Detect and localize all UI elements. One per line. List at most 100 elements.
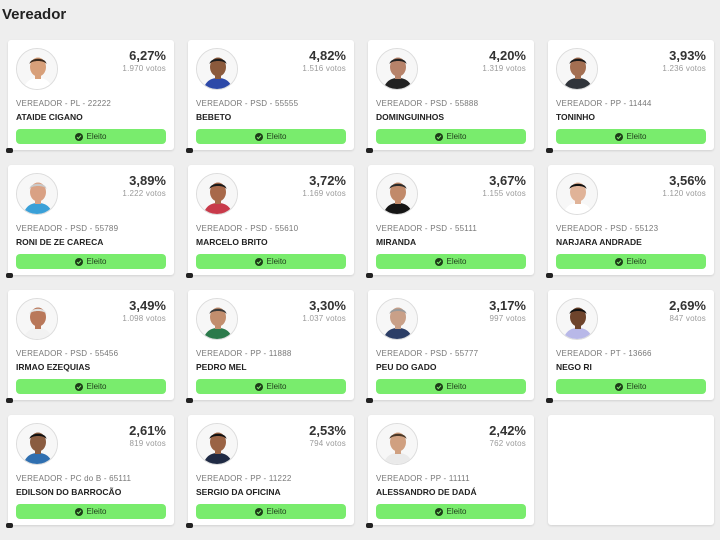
candidate-card[interactable]: 3,89% 1.222 votos VEREADOR - PSD - 55789… (6, 165, 174, 278)
candidate-avatar (16, 298, 58, 340)
vote-percentage: 3,93% (669, 48, 706, 63)
candidate-name: SERGIO DA OFICINA (196, 487, 281, 497)
check-circle-icon (435, 507, 444, 516)
status-label: Eleito (86, 382, 107, 391)
candidate-card[interactable]: 4,82% 1.516 votos VEREADOR - PSD - 55555… (186, 40, 354, 153)
candidate-avatar (16, 48, 58, 90)
candidate-office-party-number: VEREADOR - PL - 22222 (16, 99, 112, 108)
status-label: Eleito (626, 132, 647, 141)
card-corner-marker (186, 273, 193, 278)
check-circle-icon (615, 257, 624, 266)
card-corner-marker (366, 398, 373, 403)
candidate-card[interactable]: 2,61% 819 votos VEREADOR - PC do B - 651… (6, 415, 174, 528)
candidate-card[interactable]: 2,69% 847 votos VEREADOR - PT - 13666 NE… (546, 290, 714, 403)
candidate-office-party-number: VEREADOR - PSD - 55123 (556, 224, 659, 233)
card-corner-marker (186, 523, 193, 528)
status-label: Eleito (266, 382, 287, 391)
candidate-name: MARCELO BRITO (196, 237, 268, 247)
vote-count: 762 votos (489, 439, 526, 448)
check-circle-icon (435, 257, 444, 266)
check-circle-icon (75, 507, 84, 516)
vote-percentage: 3,67% (489, 173, 526, 188)
candidate-office-party-number: VEREADOR - PSD - 55456 (16, 349, 119, 358)
status-label: Eleito (446, 257, 467, 266)
candidate-name: ATAIDE CIGANO (16, 112, 83, 122)
card-corner-marker (6, 398, 13, 403)
vote-count: 1.120 votos (662, 189, 706, 198)
vote-percentage: 2,53% (309, 423, 346, 438)
check-circle-icon (615, 132, 624, 141)
candidate-card[interactable]: 6,27% 1.970 votos VEREADOR - PL - 22222 … (6, 40, 174, 153)
elected-status-badge: Eleito (376, 379, 526, 394)
candidate-avatar (556, 173, 598, 215)
elected-status-badge: Eleito (196, 129, 346, 144)
elected-status-badge: Eleito (196, 254, 346, 269)
candidate-office-party-number: VEREADOR - PC do B - 65111 (16, 474, 132, 483)
candidate-avatar (196, 48, 238, 90)
candidate-office-party-number: VEREADOR - PSD - 55777 (376, 349, 479, 358)
candidate-card[interactable]: 3,17% 997 votos VEREADOR - PSD - 55777 P… (366, 290, 534, 403)
check-circle-icon (255, 132, 264, 141)
check-circle-icon (75, 132, 84, 141)
vote-count: 1.236 votos (662, 64, 706, 73)
elected-status-badge: Eleito (376, 254, 526, 269)
check-circle-icon (75, 382, 84, 391)
vote-count: 1.169 votos (302, 189, 346, 198)
card-corner-marker (6, 148, 13, 153)
vote-percentage: 3,49% (129, 298, 166, 313)
candidate-avatar (556, 298, 598, 340)
vote-percentage: 4,82% (309, 48, 346, 63)
status-label: Eleito (446, 382, 467, 391)
candidate-name: BEBETO (196, 112, 232, 122)
candidate-card[interactable]: 2,42% 762 votos VEREADOR - PP - 11111 AL… (366, 415, 534, 528)
candidate-card[interactable]: 2,53% 794 votos VEREADOR - PP - 11222 SE… (186, 415, 354, 528)
vote-percentage: 3,72% (309, 173, 346, 188)
candidate-card[interactable]: 4,20% 1.319 votos VEREADOR - PSD - 55888… (366, 40, 534, 153)
candidate-card[interactable]: 3,72% 1.169 votos VEREADOR - PSD - 55610… (186, 165, 354, 278)
elected-status-badge: Eleito (376, 504, 526, 519)
candidate-office-party-number: VEREADOR - PP - 11111 (376, 474, 470, 483)
candidate-name: IRMAO EZEQUIAS (16, 362, 91, 372)
elected-status-badge: Eleito (556, 379, 706, 394)
vote-percentage: 4,20% (489, 48, 526, 63)
elected-status-badge: Eleito (556, 254, 706, 269)
candidate-card[interactable]: 3,67% 1.155 votos VEREADOR - PSD - 55111… (366, 165, 534, 278)
candidate-card[interactable]: 3,30% 1.037 votos VEREADOR - PP - 11888 … (186, 290, 354, 403)
vote-count: 1.222 votos (122, 189, 166, 198)
status-label: Eleito (446, 132, 467, 141)
vote-count: 1.155 votos (482, 189, 526, 198)
candidate-name: NARJARA ANDRADE (556, 237, 642, 247)
status-label: Eleito (86, 257, 107, 266)
check-circle-icon (615, 382, 624, 391)
vote-count: 819 votos (129, 439, 166, 448)
candidate-office-party-number: VEREADOR - PP - 11222 (196, 474, 292, 483)
candidate-name: EDILSON DO BARROCÃO (16, 487, 122, 497)
candidate-avatar (16, 423, 58, 465)
candidate-name: TONINHO (556, 112, 596, 122)
status-label: Eleito (446, 507, 467, 516)
candidate-name: ALESSANDRO DE DADÁ (376, 487, 477, 497)
card-corner-marker (186, 398, 193, 403)
candidate-office-party-number: VEREADOR - PP - 11444 (556, 99, 652, 108)
candidate-card[interactable]: 3,56% 1.120 votos VEREADOR - PSD - 55123… (546, 165, 714, 278)
elected-status-badge: Eleito (16, 504, 166, 519)
candidate-name: PEU DO GADO (376, 362, 437, 372)
status-label: Eleito (626, 257, 647, 266)
candidate-name: NEGO RI (556, 362, 592, 372)
vote-count: 1.098 votos (122, 314, 166, 323)
vote-percentage: 2,42% (489, 423, 526, 438)
empty-card (548, 415, 714, 525)
status-label: Eleito (266, 507, 287, 516)
vote-count: 847 votos (669, 314, 706, 323)
vote-percentage: 3,17% (489, 298, 526, 313)
card-corner-marker (546, 148, 553, 153)
elected-status-badge: Eleito (16, 129, 166, 144)
status-label: Eleito (86, 132, 107, 141)
page-title: Vereador (2, 6, 67, 23)
elected-status-badge: Eleito (16, 254, 166, 269)
vote-count: 997 votos (489, 314, 526, 323)
candidate-card[interactable]: 3,93% 1.236 votos VEREADOR - PP - 11444 … (546, 40, 714, 153)
candidate-avatar (376, 48, 418, 90)
candidate-card[interactable]: 3,49% 1.098 votos VEREADOR - PSD - 55456… (6, 290, 174, 403)
card-corner-marker (366, 523, 373, 528)
